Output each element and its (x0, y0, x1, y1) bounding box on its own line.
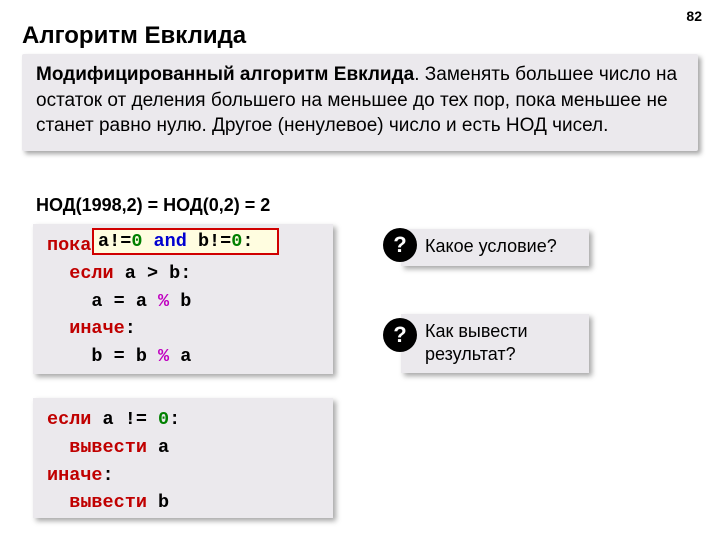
question-mark-icon: ? (383, 228, 417, 262)
code-text: : (242, 231, 253, 252)
description-box: Модифицированный алгоритм Евклида. Замен… (22, 54, 698, 151)
code-text: b (147, 492, 169, 513)
code-text: a = a (47, 291, 158, 312)
code-text: : (103, 465, 114, 486)
kw-print: вывести (69, 492, 147, 513)
num-zero: 0 (131, 231, 142, 252)
kw-if: если (69, 263, 113, 284)
kw-else: иначе (69, 318, 125, 339)
kw-if: если (47, 409, 91, 430)
num-zero: 0 (158, 409, 169, 430)
code-text: b = b (47, 346, 158, 367)
code-text: b (169, 291, 191, 312)
code-text: b!= (198, 231, 231, 252)
page-number: 82 (686, 8, 702, 24)
kw-else: иначе (47, 465, 103, 486)
code-text: a (169, 346, 191, 367)
code-text: a (147, 437, 169, 458)
op-mod: % (158, 291, 169, 312)
question-text: Какое условие? (425, 236, 557, 256)
nod-example: НОД(1998,2) = НОД(0,2) = 2 (36, 195, 270, 216)
code-text: a > b: (114, 263, 192, 284)
num-zero: 0 (231, 231, 242, 252)
description-lead: Модифицированный алгоритм Евклида (36, 64, 414, 85)
kw-print: вывести (69, 437, 147, 458)
question-box-2: Как вывести результат? (401, 314, 589, 373)
question-mark-icon: ? (383, 318, 417, 352)
op-mod: % (158, 346, 169, 367)
code-text: a!= (98, 231, 131, 252)
code-text: : (125, 318, 136, 339)
code-text: : (169, 409, 180, 430)
question-box-1: Какое условие? (401, 229, 589, 266)
kw-while: пока (47, 235, 91, 256)
condition-highlight: a!=0 and b!=0: (92, 228, 279, 255)
kw-and: and (142, 231, 198, 252)
page-title: Алгоритм Евклида (22, 22, 246, 50)
question-text: Как вывести результат? (425, 321, 528, 364)
code-block-output: если a != 0: вывести a иначе: вывести b (33, 398, 333, 518)
code-text: a != (91, 409, 158, 430)
